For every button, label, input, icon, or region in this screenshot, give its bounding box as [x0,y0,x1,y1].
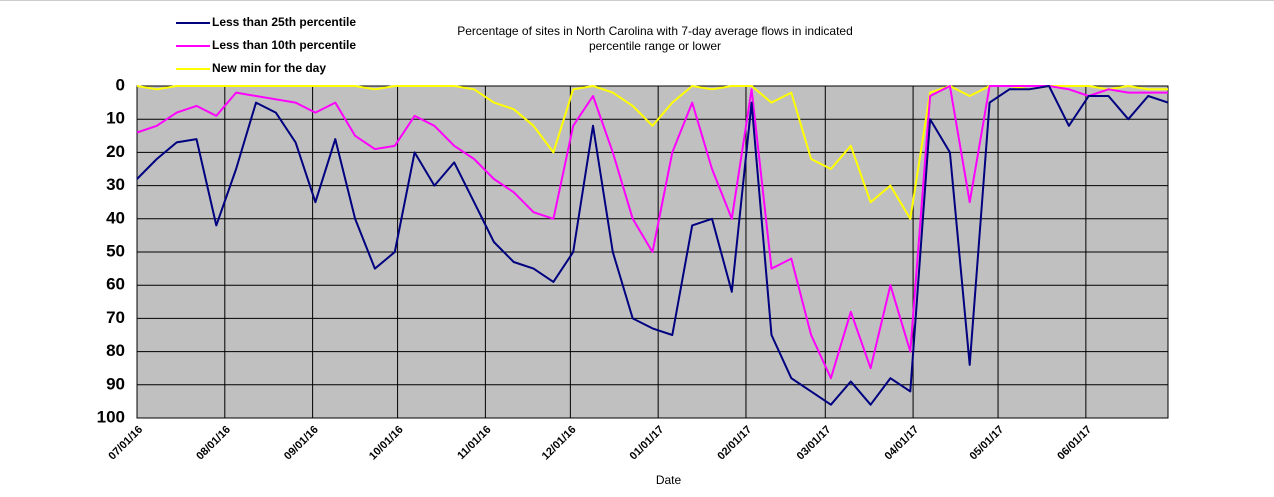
y-tick-label: 60 [106,275,125,294]
y-tick-label: 30 [106,175,125,194]
x-tick-label: 06/01/17 [1055,424,1094,463]
y-tick-label: 40 [106,208,125,227]
legend-label: Less than 10th percentile [212,38,356,52]
y-tick-label: 80 [106,341,125,360]
legend-label: New min for the day [212,61,326,75]
x-axis-label: Date [656,473,682,487]
x-tick-label: 09/01/16 [282,424,321,463]
y-tick-label: 90 [106,374,125,393]
x-tick-label: 05/01/17 [967,424,1006,463]
x-tick-label: 08/01/16 [194,424,233,463]
chart-title: Percentage of sites in North Carolina wi… [457,24,853,53]
x-tick-label: 01/01/17 [628,424,667,463]
x-tick-label: 12/01/16 [540,424,579,463]
x-tick-label: 02/01/17 [715,424,754,463]
series-line [136,85,1168,380]
y-tick-label: 70 [106,308,125,327]
x-tick-label: 03/01/17 [795,424,834,463]
x-tick-label: 04/01/17 [882,424,921,463]
x-tick-label: 07/01/16 [106,424,145,463]
series-line [136,85,1169,406]
y-tick-label: 20 [106,142,125,161]
x-tick-label: 11/01/16 [455,424,493,462]
y-tick-label: 0 [116,75,125,94]
y-tick-label: 100 [97,407,125,426]
y-tick-label: 10 [106,109,125,128]
y-tick-label: 50 [106,241,125,260]
legend-label: Less than 25th percentile [212,15,356,29]
x-tick-label: 10/01/16 [367,424,406,463]
